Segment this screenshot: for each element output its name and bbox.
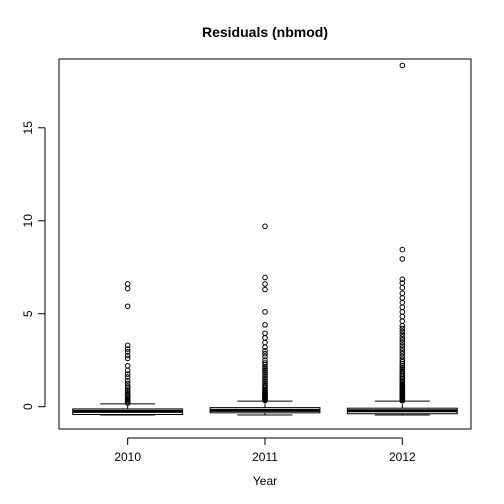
outlier-point — [262, 382, 268, 389]
outlier-point — [262, 360, 268, 366]
outlier-point — [262, 309, 268, 315]
boxes-layer — [72, 62, 458, 416]
outlier-point — [399, 342, 406, 349]
outlier-point — [124, 383, 131, 390]
outlier-point — [262, 281, 268, 287]
outlier-point — [262, 353, 268, 360]
outlier-point — [124, 285, 131, 292]
outlier-point — [262, 378, 268, 385]
outlier-point — [262, 365, 268, 372]
outlier-point — [124, 342, 131, 349]
outlier-point — [262, 373, 268, 379]
box-group-2010 — [72, 281, 184, 416]
outlier-point — [399, 345, 406, 351]
outlier-point — [262, 223, 268, 230]
outlier-point — [399, 348, 406, 354]
outlier-point — [399, 358, 406, 365]
y-tick-label: 5 — [21, 310, 35, 317]
plot-frame — [58, 58, 472, 430]
outlier-point — [262, 350, 268, 357]
outlier-point — [399, 334, 406, 340]
outlier-point — [124, 362, 131, 369]
outlier-point — [399, 366, 406, 373]
outlier-point — [399, 62, 406, 69]
outlier-point — [399, 295, 406, 301]
outlier-point — [124, 390, 131, 397]
outlier-point — [124, 387, 131, 393]
outlier-point — [262, 367, 268, 374]
x-tick-label: 2012 — [389, 450, 416, 464]
outlier-point — [262, 375, 268, 381]
x-axis: 2010 2011 2012 — [114, 437, 416, 464]
outlier-point — [124, 377, 131, 384]
x-axis-label: Year — [253, 474, 277, 488]
outlier-point — [399, 356, 406, 363]
outlier-point — [399, 284, 406, 291]
box-group-2011 — [209, 223, 321, 416]
outlier-point — [262, 380, 268, 387]
outlier-point — [124, 352, 131, 359]
outlier-point — [399, 313, 406, 320]
outlier-point — [399, 256, 406, 262]
chart-title: Residuals (nbmod) — [202, 24, 328, 40]
outlier-point — [399, 309, 406, 315]
outlier-point — [262, 376, 268, 383]
outlier-point — [399, 280, 406, 286]
outlier-point — [399, 353, 406, 360]
outlier-point — [399, 246, 406, 253]
outlier-point — [399, 299, 406, 306]
y-axis: 0 5 10 15 — [21, 121, 46, 410]
x-tick-label: 2010 — [114, 450, 141, 464]
outlier-point — [262, 330, 268, 337]
outlier-point — [262, 369, 268, 376]
outlier-point — [124, 380, 131, 387]
outlier-point — [262, 322, 268, 328]
outlier-point — [262, 335, 268, 341]
outlier-point — [262, 339, 268, 346]
outlier-point — [399, 368, 406, 375]
outlier-point — [399, 364, 406, 371]
x-tick-label: 2011 — [252, 450, 278, 464]
box-group-2012 — [346, 62, 458, 416]
outlier-point — [262, 371, 268, 377]
y-tick-label: 10 — [21, 214, 35, 228]
outlier-point — [262, 286, 268, 293]
outlier-point — [124, 303, 131, 310]
outlier-point — [124, 389, 131, 395]
outlier-point — [399, 328, 406, 335]
outlier-point — [124, 355, 131, 362]
outlier-point — [399, 331, 406, 337]
y-tick-label: 15 — [21, 121, 35, 135]
outlier-point — [124, 374, 131, 380]
outlier-point — [399, 276, 406, 283]
outlier-point — [399, 290, 406, 297]
outlier-point — [124, 346, 131, 352]
outlier-point — [262, 274, 268, 281]
outlier-point — [262, 363, 268, 370]
outlier-point — [399, 304, 406, 311]
outlier-point — [124, 281, 131, 287]
outlier-point — [399, 325, 406, 332]
outlier-point — [399, 362, 406, 369]
outlier-point — [262, 357, 268, 364]
outlier-point — [399, 336, 406, 343]
y-tick-label: 0 — [21, 403, 35, 410]
outlier-point — [399, 339, 406, 346]
outlier-point — [399, 350, 406, 357]
outlier-point — [124, 349, 131, 355]
outlier-point — [262, 348, 268, 354]
outlier-point — [399, 318, 406, 324]
outlier-point — [124, 371, 131, 377]
